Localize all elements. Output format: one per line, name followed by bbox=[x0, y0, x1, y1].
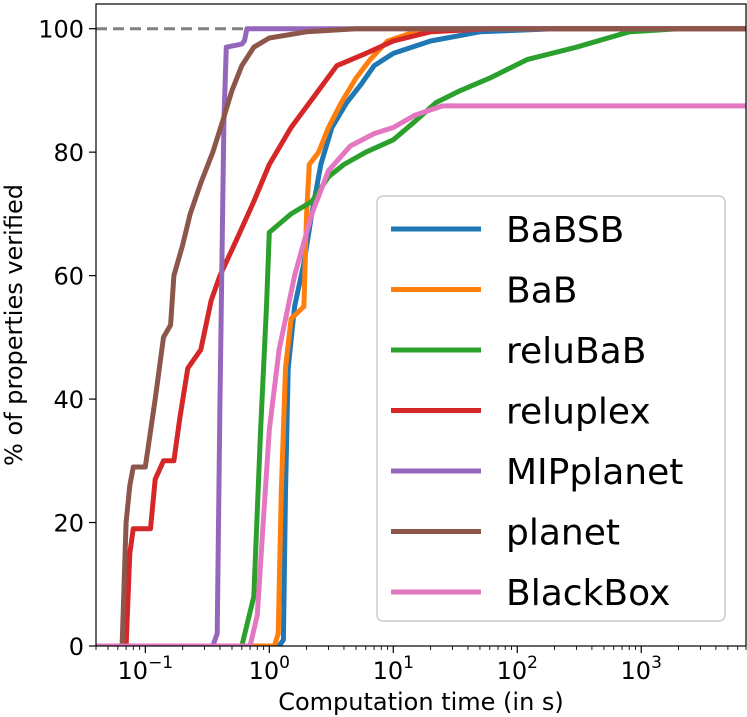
x-axis-label: Computation time (in s) bbox=[278, 688, 564, 716]
series-line-relubab bbox=[96, 26, 746, 646]
series-line-mipplanet bbox=[96, 26, 746, 646]
x-tick-label: 100 bbox=[249, 653, 290, 685]
legend-label-bab: BaB bbox=[506, 271, 577, 312]
legend-label-reluplex: reluplex bbox=[506, 392, 651, 433]
x-tick-label: 103 bbox=[621, 653, 662, 685]
series-line-planet bbox=[96, 26, 746, 646]
legend-label-mipplanet: MIPplanet bbox=[506, 452, 683, 493]
x-tick-label: 101 bbox=[373, 653, 414, 685]
axes: 0 20 40 60 80 100 10−1 100 101 102 103 bbox=[38, 3, 747, 685]
y-tick-label: 0 bbox=[69, 633, 84, 661]
y-tick-label: 60 bbox=[53, 263, 84, 291]
legend-label-blackbox: BlackBox bbox=[506, 573, 670, 614]
y-tick-label: 20 bbox=[53, 510, 84, 538]
x-tick-label: 102 bbox=[497, 653, 538, 685]
series-line-blackbox bbox=[96, 103, 746, 646]
y-tick-label: 80 bbox=[53, 139, 84, 167]
axes-frame bbox=[95, 3, 747, 647]
series-line-babsb bbox=[96, 26, 746, 646]
legend-label-relubab: reluBaB bbox=[506, 331, 646, 372]
x-tick-label: 10−1 bbox=[118, 653, 174, 685]
legend-label-planet: planet bbox=[506, 513, 620, 554]
y-tick-label: 40 bbox=[53, 386, 84, 414]
series-line-reluplex bbox=[96, 26, 746, 646]
legend-label-babsb: BaBSB bbox=[506, 210, 624, 251]
y-axis-label: % of properties verified bbox=[0, 184, 28, 466]
plot-area bbox=[96, 26, 746, 646]
legend-box bbox=[376, 195, 726, 622]
legend: BaBSB BaB reluBaB reluplex MIPplanet planet Bl… bbox=[376, 195, 726, 622]
y-tick-label: 100 bbox=[38, 16, 84, 44]
